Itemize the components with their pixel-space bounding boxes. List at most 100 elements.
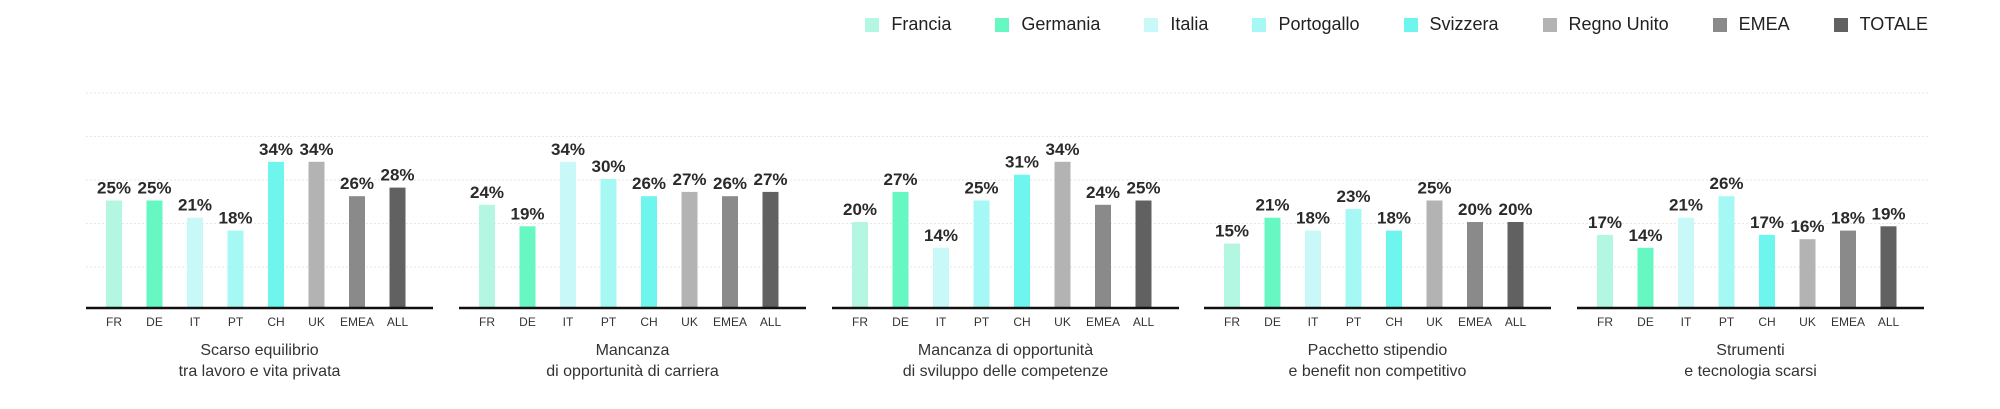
tick-label: EMEA <box>1458 315 1492 329</box>
legend-label: EMEA <box>1738 14 1790 34</box>
tick-label: FR <box>106 315 122 329</box>
bar <box>389 187 406 308</box>
tick-label: EMEA <box>1086 315 1120 329</box>
bar <box>1224 243 1240 308</box>
tick-label: IT <box>1308 315 1319 329</box>
tick-label: CH <box>640 315 657 329</box>
data-label: 17% <box>1750 213 1784 232</box>
data-label: 26% <box>1709 174 1743 193</box>
legend-label: Francia <box>891 14 952 34</box>
bar <box>308 161 325 308</box>
tick-label: ALL <box>1133 315 1155 329</box>
tick-label: CH <box>267 315 284 329</box>
data-label: 34% <box>299 140 333 159</box>
tick-label: ALL <box>1878 315 1900 329</box>
bar <box>1095 204 1111 308</box>
data-label: 34% <box>259 140 293 159</box>
legend-item: EMEA <box>1712 14 1790 35</box>
bar <box>1678 217 1694 308</box>
bar <box>1799 239 1816 308</box>
bar <box>1507 222 1524 308</box>
data-label: 21% <box>178 196 212 215</box>
chart-title: Strumenti <box>1716 342 1784 359</box>
data-label: 27% <box>672 170 706 189</box>
data-label: 21% <box>1669 196 1703 215</box>
data-label: 16% <box>1790 217 1824 236</box>
legend-item: Svizzera <box>1403 14 1499 35</box>
data-label: 18% <box>218 209 252 228</box>
tick-label: FR <box>1597 315 1613 329</box>
chart-title: Mancanza di opportunità <box>918 342 1093 359</box>
data-label: 30% <box>591 157 625 176</box>
bar <box>1467 222 1483 308</box>
tick-label: CH <box>1385 315 1402 329</box>
chart-group: 24% FR 19% DE 34% IT 30% PT 26% CH 27% UK 26% EMEA 27%… <box>459 140 806 380</box>
chart-title: di opportunità di carriera <box>546 363 719 380</box>
bar <box>1135 200 1152 308</box>
bar <box>1345 209 1362 308</box>
tick-label: PT <box>601 315 617 329</box>
legend-swatch <box>995 17 1010 32</box>
tick-label: UK <box>308 315 325 329</box>
data-label: 25% <box>1126 179 1160 198</box>
legend-label: Germania <box>1021 14 1101 34</box>
tick-label: EMEA <box>713 315 747 329</box>
data-label: 20% <box>1458 200 1492 219</box>
legend-label: TOTALE <box>1859 14 1928 34</box>
bar <box>268 161 284 308</box>
chart-title: di sviluppo delle competenze <box>903 363 1109 380</box>
tick-label: IT <box>1681 315 1692 329</box>
bar <box>1880 226 1897 308</box>
tick-label: UK <box>1054 315 1071 329</box>
tick-label: EMEA <box>1831 315 1865 329</box>
legend-item: Italia <box>1144 14 1208 35</box>
chart-group: 20% FR 27% DE 14% IT 25% PT 31% CH 34% UK 24% EMEA 25%… <box>832 140 1179 380</box>
bar <box>187 217 203 308</box>
tick-label: ALL <box>387 315 409 329</box>
data-label: 24% <box>470 183 504 202</box>
bar <box>479 204 495 308</box>
data-label: 27% <box>883 170 917 189</box>
tick-label: ALL <box>1505 315 1527 329</box>
legend-item: Francia <box>865 14 951 35</box>
legend-swatch <box>1144 17 1159 32</box>
data-label: 14% <box>924 226 958 245</box>
legend-label: Svizzera <box>1429 14 1499 34</box>
legend-swatch <box>1542 17 1557 32</box>
data-label: 26% <box>713 174 747 193</box>
data-label: 21% <box>1255 196 1289 215</box>
tick-label: DE <box>1637 315 1654 329</box>
data-label: 26% <box>340 174 374 193</box>
tick-label: ALL <box>760 315 782 329</box>
chart-title: e benefit non competitivo <box>1289 363 1467 380</box>
data-label: 34% <box>551 140 585 159</box>
data-label: 15% <box>1215 222 1249 241</box>
data-label: 20% <box>843 200 877 219</box>
tick-label: PT <box>974 315 990 329</box>
data-label: 28% <box>380 166 414 185</box>
legend-item: TOTALE <box>1833 14 1928 35</box>
tick-label: DE <box>892 315 909 329</box>
chart-group: 15% FR 21% DE 18% IT 23% PT 18% CH 25% UK 20% EMEA 20%… <box>1204 179 1551 380</box>
legend-item: Regno Unito <box>1542 14 1669 35</box>
legend-swatch <box>1712 17 1727 32</box>
data-label: 25% <box>964 179 998 198</box>
data-label: 31% <box>1005 153 1039 172</box>
legend-label: Regno Unito <box>1568 14 1669 34</box>
legend-label: Italia <box>1170 14 1209 34</box>
tick-label: IT <box>936 315 947 329</box>
bar <box>1597 234 1613 308</box>
data-label: 27% <box>753 170 787 189</box>
data-label: 18% <box>1296 209 1330 228</box>
bar <box>722 196 738 308</box>
bar <box>349 196 365 308</box>
data-label: 25% <box>97 179 131 198</box>
data-label: 19% <box>510 204 544 223</box>
tick-label: UK <box>1799 315 1816 329</box>
bar <box>1426 200 1443 308</box>
bar <box>519 226 536 308</box>
tick-label: IT <box>190 315 201 329</box>
bar <box>560 161 576 308</box>
chart-group: 17% FR 14% DE 21% IT 26% PT 17% CH 16% UK 18% EMEA 19%… <box>1577 174 1924 380</box>
